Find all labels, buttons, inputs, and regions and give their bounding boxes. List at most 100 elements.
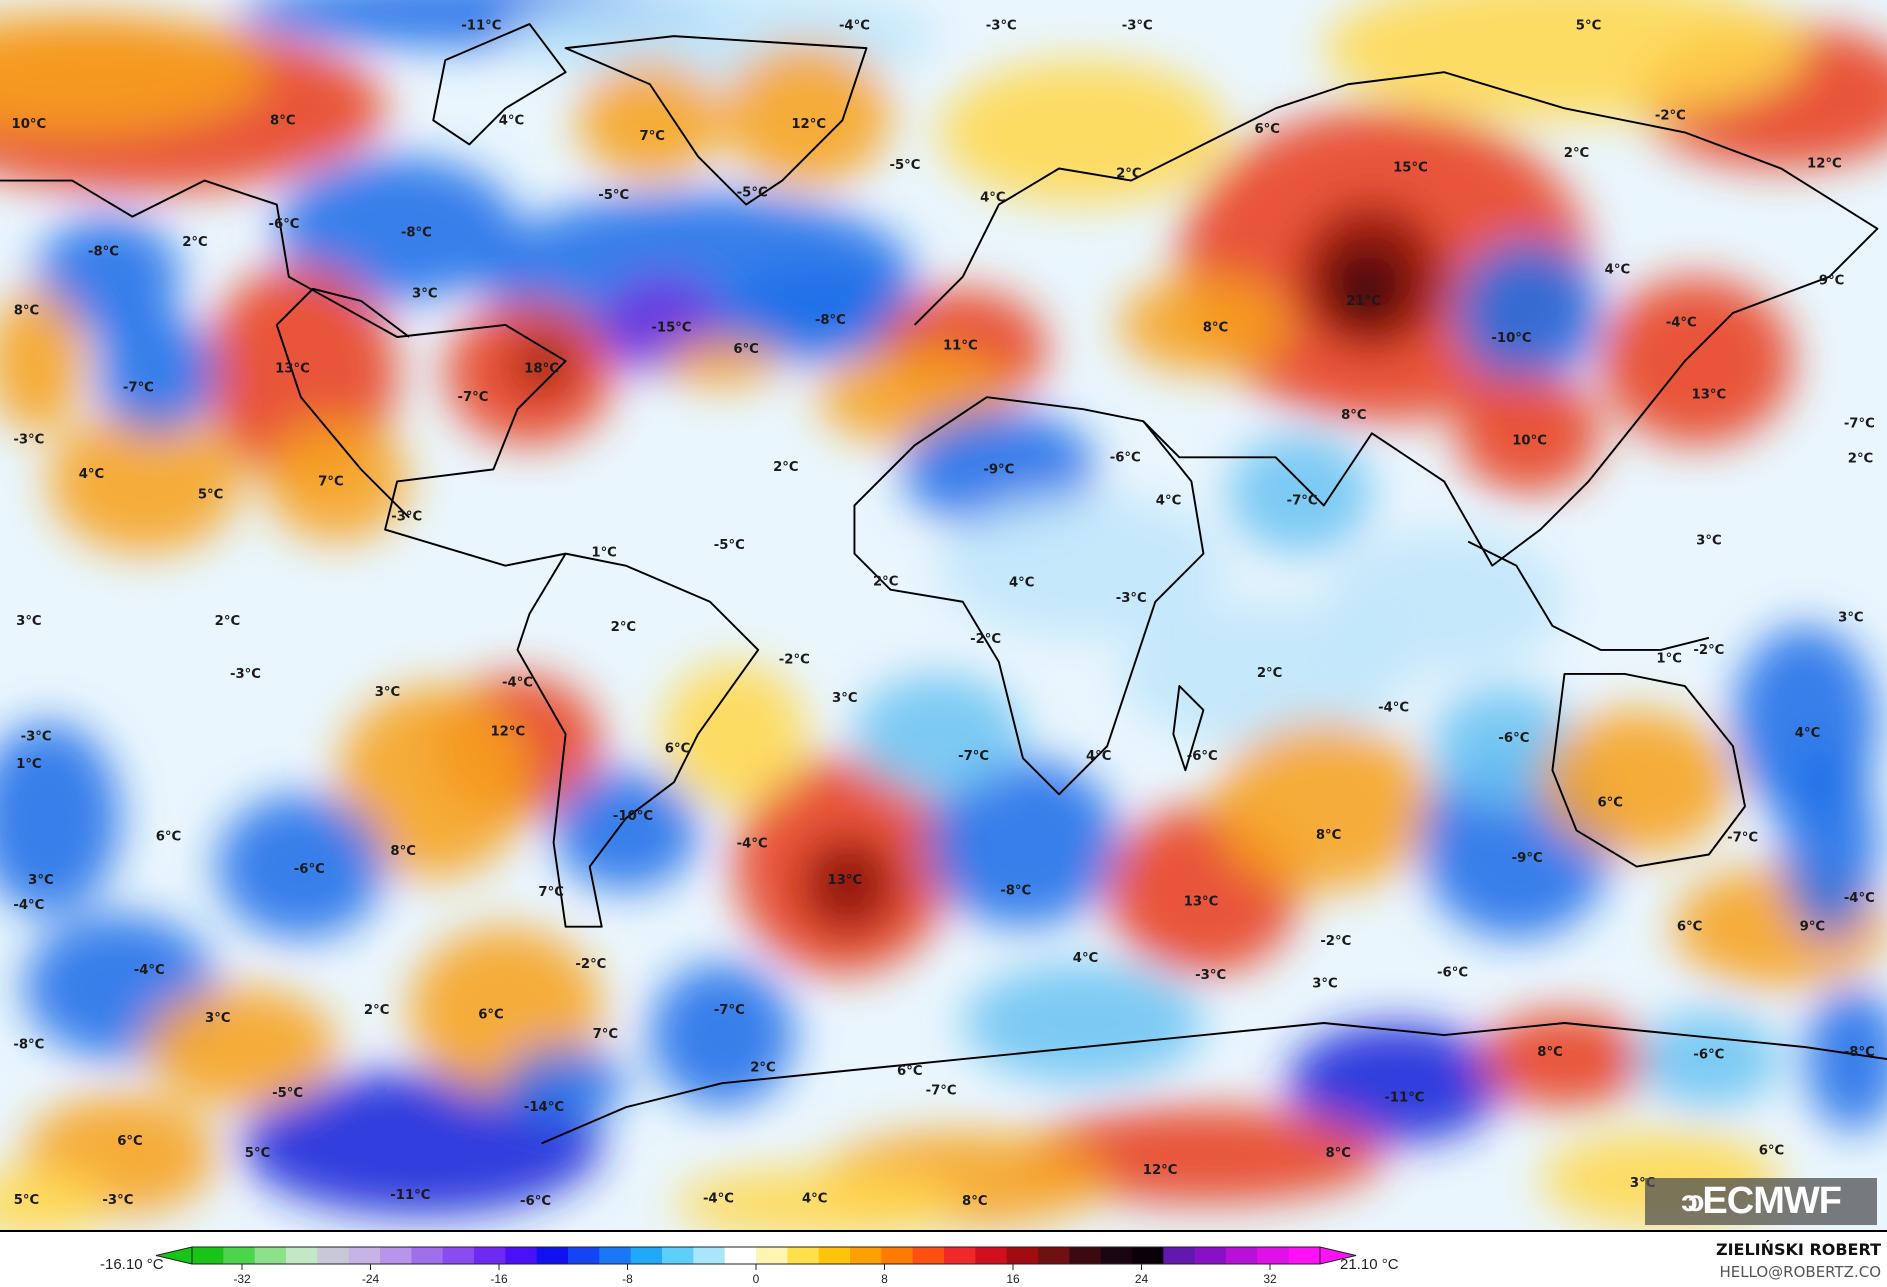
anomaly-region: [36, 216, 181, 337]
colorbar-segment: [380, 1247, 412, 1264]
temperature-label: -8°C: [815, 313, 846, 328]
colorbar-segment: [1257, 1247, 1290, 1264]
temperature-label: -7°C: [926, 1083, 957, 1098]
temperature-label: -5°C: [272, 1086, 303, 1101]
anomaly-region: [1119, 601, 1409, 747]
temperature-label: 10°C: [12, 117, 47, 132]
temperature-label: 7°C: [538, 885, 564, 900]
colorbar-segment: [724, 1247, 757, 1264]
temperature-label: 4°C: [1156, 494, 1182, 509]
colorbar-segment: [599, 1247, 632, 1264]
temperature-label: 1°C: [591, 545, 617, 560]
temperature-label: 7°C: [593, 1027, 619, 1042]
temperature-label: 3°C: [412, 287, 438, 302]
colorbar-segment: [944, 1247, 976, 1264]
temperature-label: 5°C: [245, 1146, 271, 1161]
temperature-label: -2°C: [1693, 643, 1724, 658]
anomaly-region: [1732, 625, 1878, 819]
temperature-label: 12°C: [791, 117, 826, 132]
colorbar-segment: [881, 1247, 914, 1264]
temperature-label: -15°C: [651, 320, 691, 335]
temperature-label: 13°C: [275, 361, 310, 376]
anomaly-region: [1805, 986, 1887, 1132]
temperature-label: 8°C: [14, 304, 40, 319]
anomaly-region: [96, 312, 217, 434]
temperature-label: 3°C: [832, 691, 858, 706]
temperature-label: 3°C: [375, 685, 401, 700]
temperature-label: -6°C: [1498, 731, 1529, 746]
temperature-label: -4°C: [13, 898, 44, 913]
colorbar-segment: [912, 1247, 945, 1264]
colorbar: -16.10 °C 21.10 °C -32 -24 -16 -8 0 8 16 24 32: [0, 1232, 1887, 1287]
temperature-label: 21°C: [1346, 294, 1381, 309]
temperature-label: 4°C: [1009, 576, 1035, 591]
colorbar-segment: [756, 1247, 788, 1264]
colorbar-scale: [155, 1246, 1357, 1270]
coastline: [275, 287, 410, 519]
coastline: [1467, 540, 1710, 651]
colorbar-tick-label: -16: [490, 1272, 508, 1286]
colorbar-tick-label: 16: [1006, 1272, 1020, 1286]
colorbar-tick-label: 8: [881, 1272, 888, 1286]
temperature-label: 8°C: [1537, 1045, 1563, 1060]
temperature-label: -4°C: [839, 18, 870, 33]
colorbar-segment: [474, 1247, 506, 1264]
temperature-label: 2°C: [1116, 166, 1142, 181]
anomaly-region: [240, 1071, 602, 1216]
temperature-label: 18°C: [524, 361, 559, 376]
anomaly-region: [0, 288, 85, 434]
anomaly-region: [264, 421, 410, 542]
colorbar-segment: [662, 1247, 694, 1264]
anomaly-region: [0, 1167, 109, 1230]
anomaly-region: [336, 686, 530, 879]
anomaly-region: [661, 661, 807, 807]
temperature-label: -7°C: [457, 390, 488, 405]
temperature-label: -8°C: [1000, 884, 1031, 899]
author-credit: ZIELIŃSKI ROBERT HELLO@ROBERTZ.CO: [1716, 1240, 1881, 1281]
temperature-label: -5°C: [598, 188, 629, 203]
anomaly-region: [1022, 1107, 1384, 1204]
anomaly-region: [1227, 433, 1372, 554]
temperature-label: 2°C: [182, 235, 208, 250]
temperature-label: 6°C: [897, 1064, 923, 1079]
temperature-label: -2°C: [970, 632, 1001, 647]
temperature-label: 6°C: [665, 742, 691, 757]
temperature-label: 8°C: [1316, 828, 1342, 843]
temperature-label: 6°C: [117, 1134, 143, 1149]
temperature-label: -9°C: [1512, 851, 1543, 866]
colorbar-tick-label: 24: [1134, 1272, 1149, 1286]
anomaly-region: [962, 962, 1204, 1084]
temperature-label: -7°C: [1727, 831, 1758, 846]
coastline: [1172, 685, 1205, 772]
colorbar-segment: [1288, 1247, 1321, 1264]
temperature-label: -6°C: [1437, 965, 1468, 980]
anomaly-region: [854, 673, 1023, 795]
temperature-label: -4°C: [502, 675, 533, 690]
ecmwf-logo-icon: ↄↄ: [1681, 1184, 1705, 1218]
coastline: [913, 71, 1879, 567]
anomaly-region: [1329, 252, 1403, 325]
anomaly-region: [1287, 1022, 1505, 1144]
temperature-label: -8°C: [13, 1038, 44, 1053]
temperature-label: 7°C: [640, 129, 666, 144]
temperature-label: -4°C: [1378, 701, 1409, 716]
anomaly-region: [1540, 710, 1733, 855]
temperature-label: 2°C: [215, 614, 241, 629]
temperature-label: -2°C: [1655, 109, 1686, 124]
temperature-label: -7°C: [123, 381, 154, 396]
author-email: HELLO@ROBERTZ.CO: [1719, 1263, 1881, 1281]
colorbar-min-arrow: [155, 1246, 193, 1265]
coastline: [432, 23, 567, 146]
temperature-label: -7°C: [1844, 417, 1875, 432]
temperature-label: -2°C: [1320, 934, 1351, 949]
coastlines: [0, 23, 1887, 1145]
temperature-label: 5°C: [198, 488, 224, 503]
temperature-label: 4°C: [1795, 726, 1821, 741]
anomaly-region: [0, 12, 265, 133]
coastline: [853, 396, 1205, 796]
temperature-label: 3°C: [1838, 610, 1864, 625]
temperature-label: 6°C: [1254, 122, 1280, 137]
anomaly-field: [0, 0, 1887, 1230]
temperature-label: -10°C: [613, 809, 653, 824]
colorbar-segment: [286, 1247, 318, 1264]
